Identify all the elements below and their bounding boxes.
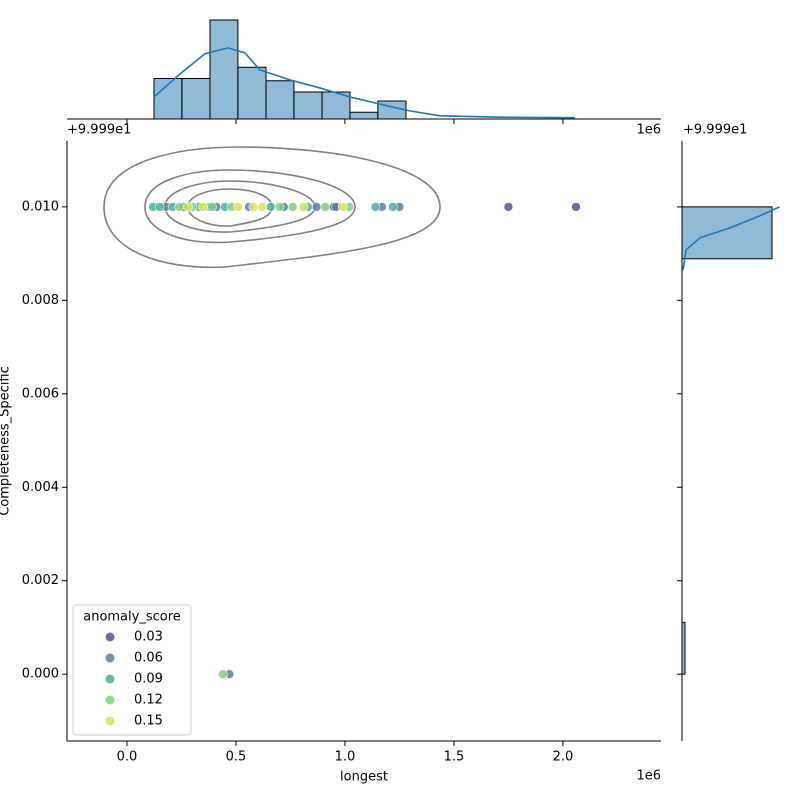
kde-line xyxy=(153,47,575,119)
x-offset-text: 1e6 xyxy=(636,769,661,784)
legend-label: 0.12 xyxy=(134,693,163,708)
legend-marker xyxy=(105,632,115,642)
histogram-bar xyxy=(265,80,295,120)
legend-title: anomaly_score xyxy=(83,610,181,625)
scatter-point xyxy=(274,202,285,212)
scatter-point xyxy=(298,202,309,212)
legend: anomaly_score 0.03 0.06 0.09 0.12 0.15 xyxy=(72,604,192,736)
y-offset-text: +9.999e1 xyxy=(67,123,131,138)
scatter-point xyxy=(218,669,228,679)
y-tick-label: 0.000 xyxy=(22,667,59,682)
scatter-point xyxy=(320,202,331,212)
y-axis-label: Completeness_Specific xyxy=(0,366,13,516)
y-tick-label: 0.010 xyxy=(22,199,59,214)
legend-label: 0.15 xyxy=(134,714,163,729)
histogram-bar xyxy=(321,91,351,120)
x-tick-label: 1.5 xyxy=(444,750,465,765)
x-tick-label: 2.0 xyxy=(553,750,574,765)
scatter-point xyxy=(257,202,267,212)
legend-label: 0.06 xyxy=(134,651,163,666)
legend-marker xyxy=(105,653,115,663)
scatter-point xyxy=(248,202,259,212)
scatter-point xyxy=(503,202,514,212)
y-tick-label: 0.006 xyxy=(22,386,59,401)
scatter-point xyxy=(183,202,193,212)
legend-label: 0.03 xyxy=(134,630,163,645)
contour xyxy=(103,146,441,269)
scatter-point xyxy=(154,202,165,212)
x-axis-label: longest xyxy=(340,770,388,785)
x-tick-label: 0.0 xyxy=(117,750,138,765)
legend-marker xyxy=(105,674,115,684)
y-tick-label: 0.008 xyxy=(22,293,59,308)
scatter-point xyxy=(233,202,243,212)
x-tick-label: 1.0 xyxy=(335,750,356,765)
scatter-point xyxy=(370,202,381,212)
scatter-point xyxy=(388,202,398,212)
histogram-bar xyxy=(377,100,407,120)
x-offset-text: 1e6 xyxy=(636,123,661,138)
histogram-bar xyxy=(209,19,239,120)
y-tick-label: 0.004 xyxy=(22,480,59,495)
contour xyxy=(144,169,356,244)
scatter-point xyxy=(571,202,581,212)
legend-marker xyxy=(105,716,115,726)
scatter-point xyxy=(287,202,298,212)
scatter-point xyxy=(207,202,217,212)
histogram-bar xyxy=(293,91,323,120)
legend-label: 0.09 xyxy=(134,672,163,687)
histogram-bar xyxy=(349,111,379,120)
histogram-bar xyxy=(237,66,267,120)
legend-frame xyxy=(72,604,192,736)
y-offset-text: +9.999e1 xyxy=(683,123,747,138)
scatter-point xyxy=(174,202,185,212)
histogram-bar xyxy=(681,206,773,260)
kde-line xyxy=(682,206,780,271)
histogram-bar xyxy=(181,78,211,120)
y-tick-label: 0.002 xyxy=(22,573,59,588)
scatter-point xyxy=(198,202,209,212)
scatter-point xyxy=(311,202,322,212)
scatter-point xyxy=(337,202,348,212)
scatter-point xyxy=(266,202,276,212)
legend-marker xyxy=(105,695,115,705)
x-tick-label: 0.5 xyxy=(226,750,247,765)
histogram-bar xyxy=(681,621,686,675)
